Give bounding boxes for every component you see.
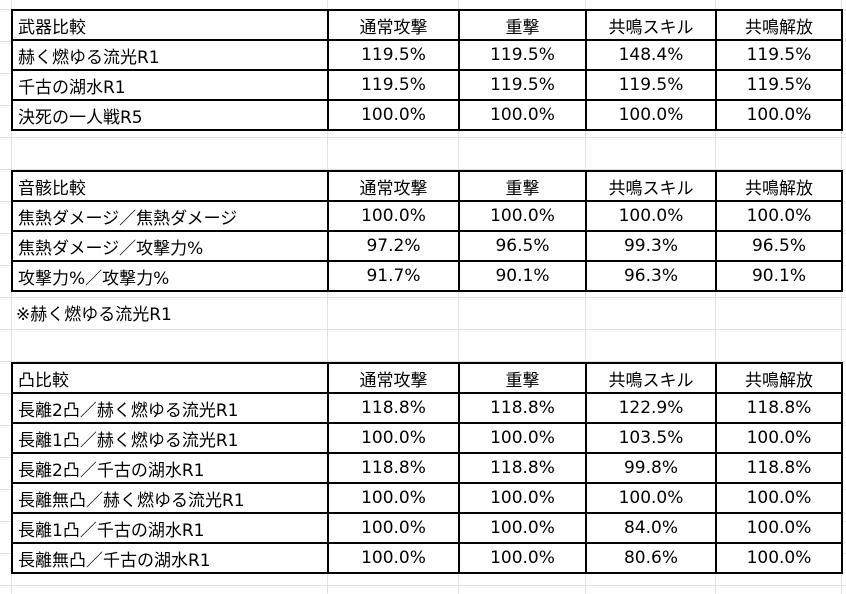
cell-value[interactable]: 119.5% — [715, 39, 843, 71]
cell-value[interactable]: 118.8% — [458, 392, 587, 424]
cell-value[interactable]: 100.0% — [327, 512, 460, 544]
cell-value[interactable]: 100.0% — [458, 482, 587, 514]
cell-value[interactable]: 100.0% — [327, 99, 460, 131]
cell-value[interactable]: 100.0% — [715, 200, 843, 232]
cell-value[interactable]: 100.0% — [715, 482, 843, 514]
cell-value[interactable]: 119.5% — [585, 69, 717, 101]
table-row: 長離2凸／千古の湖水R1 118.8% 118.8% 99.8% 118.8% — [11, 452, 843, 484]
header-normal-attack[interactable]: 通常攻撃 — [327, 9, 460, 41]
cell-value[interactable]: 100.0% — [458, 200, 587, 232]
row-label[interactable]: 長離無凸／赫く燃ゆる流光R1 — [11, 482, 329, 514]
cell-value[interactable]: 100.0% — [715, 512, 843, 544]
cell-value[interactable]: 118.8% — [327, 392, 460, 424]
cell-value[interactable]: 119.5% — [458, 39, 587, 71]
cell-value[interactable]: 90.1% — [715, 260, 843, 292]
cell-value[interactable]: 118.8% — [715, 452, 843, 484]
header-heavy-attack[interactable]: 重撃 — [458, 9, 587, 41]
cell-value[interactable]: 96.5% — [458, 230, 587, 262]
header-resonance-liberation[interactable]: 共鳴解放 — [715, 9, 843, 41]
gridline — [0, 329, 846, 330]
cell-value[interactable]: 119.5% — [327, 69, 460, 101]
cell-value[interactable]: 96.3% — [585, 260, 717, 292]
header-resonance-skill[interactable]: 共鳴スキル — [585, 170, 717, 202]
row-label[interactable]: 長離1凸／赫く燃ゆる流光R1 — [11, 422, 329, 454]
table-row: 攻撃力%／攻撃力% 91.7% 90.1% 96.3% 90.1% — [11, 260, 843, 292]
table-row: 決死の一人戦R5 100.0% 100.0% 100.0% 100.0% — [11, 99, 843, 131]
echo-table-title[interactable]: 音骸比較 — [11, 170, 329, 202]
echo-note[interactable]: ※赫く燃ゆる流光R1 — [16, 305, 172, 325]
cell-value[interactable]: 100.0% — [327, 482, 460, 514]
header-resonance-skill[interactable]: 共鳴スキル — [585, 362, 717, 394]
cell-value[interactable]: 91.7% — [327, 260, 460, 292]
gridline — [0, 137, 846, 138]
cell-value[interactable]: 100.0% — [585, 482, 717, 514]
cell-value[interactable]: 84.0% — [585, 512, 717, 544]
cell-value[interactable]: 122.9% — [585, 392, 717, 424]
cell-value[interactable]: 96.5% — [715, 230, 843, 262]
row-label[interactable]: 決死の一人戦R5 — [11, 99, 329, 131]
cell-value[interactable]: 103.5% — [585, 422, 717, 454]
table-row: 長離無凸／千古の湖水R1 100.0% 100.0% 80.6% 100.0% — [11, 542, 843, 574]
echo-comparison-table: 音骸比較 通常攻撃 重撃 共鳴スキル 共鳴解放 焦熱ダメージ／焦熱ダメージ 10… — [11, 170, 843, 292]
header-heavy-attack[interactable]: 重撃 — [458, 170, 587, 202]
row-label[interactable]: 焦熱ダメージ／焦熱ダメージ — [11, 200, 329, 232]
table-row: 焦熱ダメージ／攻撃力% 97.2% 96.5% 99.3% 96.5% — [11, 230, 843, 262]
row-label[interactable]: 赫く燃ゆる流光R1 — [11, 39, 329, 71]
table-row: 長離1凸／赫く燃ゆる流光R1 100.0% 100.0% 103.5% 100.… — [11, 422, 843, 454]
cell-value[interactable]: 100.0% — [585, 200, 717, 232]
table-header-row: 武器比較 通常攻撃 重撃 共鳴スキル 共鳴解放 — [11, 9, 843, 41]
cell-value[interactable]: 99.8% — [585, 452, 717, 484]
header-resonance-skill[interactable]: 共鳴スキル — [585, 9, 717, 41]
cell-value[interactable]: 100.0% — [327, 542, 460, 574]
cell-value[interactable]: 118.8% — [715, 392, 843, 424]
cell-value[interactable]: 100.0% — [458, 512, 587, 544]
row-label[interactable]: 千古の湖水R1 — [11, 69, 329, 101]
sequence-comparison-table: 凸比較 通常攻撃 重撃 共鳴スキル 共鳴解放 長離2凸／赫く燃ゆる流光R1 11… — [11, 362, 843, 574]
cell-value[interactable]: 97.2% — [327, 230, 460, 262]
table-header-row: 凸比較 通常攻撃 重撃 共鳴スキル 共鳴解放 — [11, 362, 843, 394]
table-row: 赫く燃ゆる流光R1 119.5% 119.5% 148.4% 119.5% — [11, 39, 843, 71]
sequence-table-title[interactable]: 凸比較 — [11, 362, 329, 394]
gridline — [0, 297, 846, 298]
table-header-row: 音骸比較 通常攻撃 重撃 共鳴スキル 共鳴解放 — [11, 170, 843, 202]
cell-value[interactable]: 100.0% — [327, 200, 460, 232]
table-row: 長離2凸／赫く燃ゆる流光R1 118.8% 118.8% 122.9% 118.… — [11, 392, 843, 424]
cell-value[interactable]: 80.6% — [585, 542, 717, 574]
table-row: 長離1凸／千古の湖水R1 100.0% 100.0% 84.0% 100.0% — [11, 512, 843, 544]
table-row: 焦熱ダメージ／焦熱ダメージ 100.0% 100.0% 100.0% 100.0… — [11, 200, 843, 232]
cell-value[interactable]: 100.0% — [585, 99, 717, 131]
header-heavy-attack[interactable]: 重撃 — [458, 362, 587, 394]
weapon-comparison-table: 武器比較 通常攻撃 重撃 共鳴スキル 共鳴解放 赫く燃ゆる流光R1 119.5%… — [11, 9, 843, 131]
cell-value[interactable]: 148.4% — [585, 39, 717, 71]
row-label[interactable]: 焦熱ダメージ／攻撃力% — [11, 230, 329, 262]
cell-value[interactable]: 119.5% — [715, 69, 843, 101]
header-normal-attack[interactable]: 通常攻撃 — [327, 170, 460, 202]
weapon-table-title[interactable]: 武器比較 — [11, 9, 329, 41]
cell-value[interactable]: 118.8% — [327, 452, 460, 484]
header-resonance-liberation[interactable]: 共鳴解放 — [715, 362, 843, 394]
cell-value[interactable]: 100.0% — [458, 422, 587, 454]
cell-value[interactable]: 90.1% — [458, 260, 587, 292]
row-label[interactable]: 長離無凸／千古の湖水R1 — [11, 542, 329, 574]
cell-value[interactable]: 100.0% — [458, 99, 587, 131]
cell-value[interactable]: 99.3% — [585, 230, 717, 262]
header-normal-attack[interactable]: 通常攻撃 — [327, 362, 460, 394]
cell-value[interactable]: 119.5% — [458, 69, 587, 101]
table-row: 千古の湖水R1 119.5% 119.5% 119.5% 119.5% — [11, 69, 843, 101]
row-label[interactable]: 攻撃力%／攻撃力% — [11, 260, 329, 292]
cell-value[interactable]: 100.0% — [715, 99, 843, 131]
gridline — [0, 585, 846, 586]
header-resonance-liberation[interactable]: 共鳴解放 — [715, 170, 843, 202]
cell-value[interactable]: 100.0% — [715, 542, 843, 574]
cell-value[interactable]: 100.0% — [327, 422, 460, 454]
table-row: 長離無凸／赫く燃ゆる流光R1 100.0% 100.0% 100.0% 100.… — [11, 482, 843, 514]
cell-value[interactable]: 118.8% — [458, 452, 587, 484]
row-label[interactable]: 長離1凸／千古の湖水R1 — [11, 512, 329, 544]
row-label[interactable]: 長離2凸／千古の湖水R1 — [11, 452, 329, 484]
cell-value[interactable]: 100.0% — [715, 422, 843, 454]
cell-value[interactable]: 100.0% — [458, 542, 587, 574]
cell-value[interactable]: 119.5% — [327, 39, 460, 71]
row-label[interactable]: 長離2凸／赫く燃ゆる流光R1 — [11, 392, 329, 424]
